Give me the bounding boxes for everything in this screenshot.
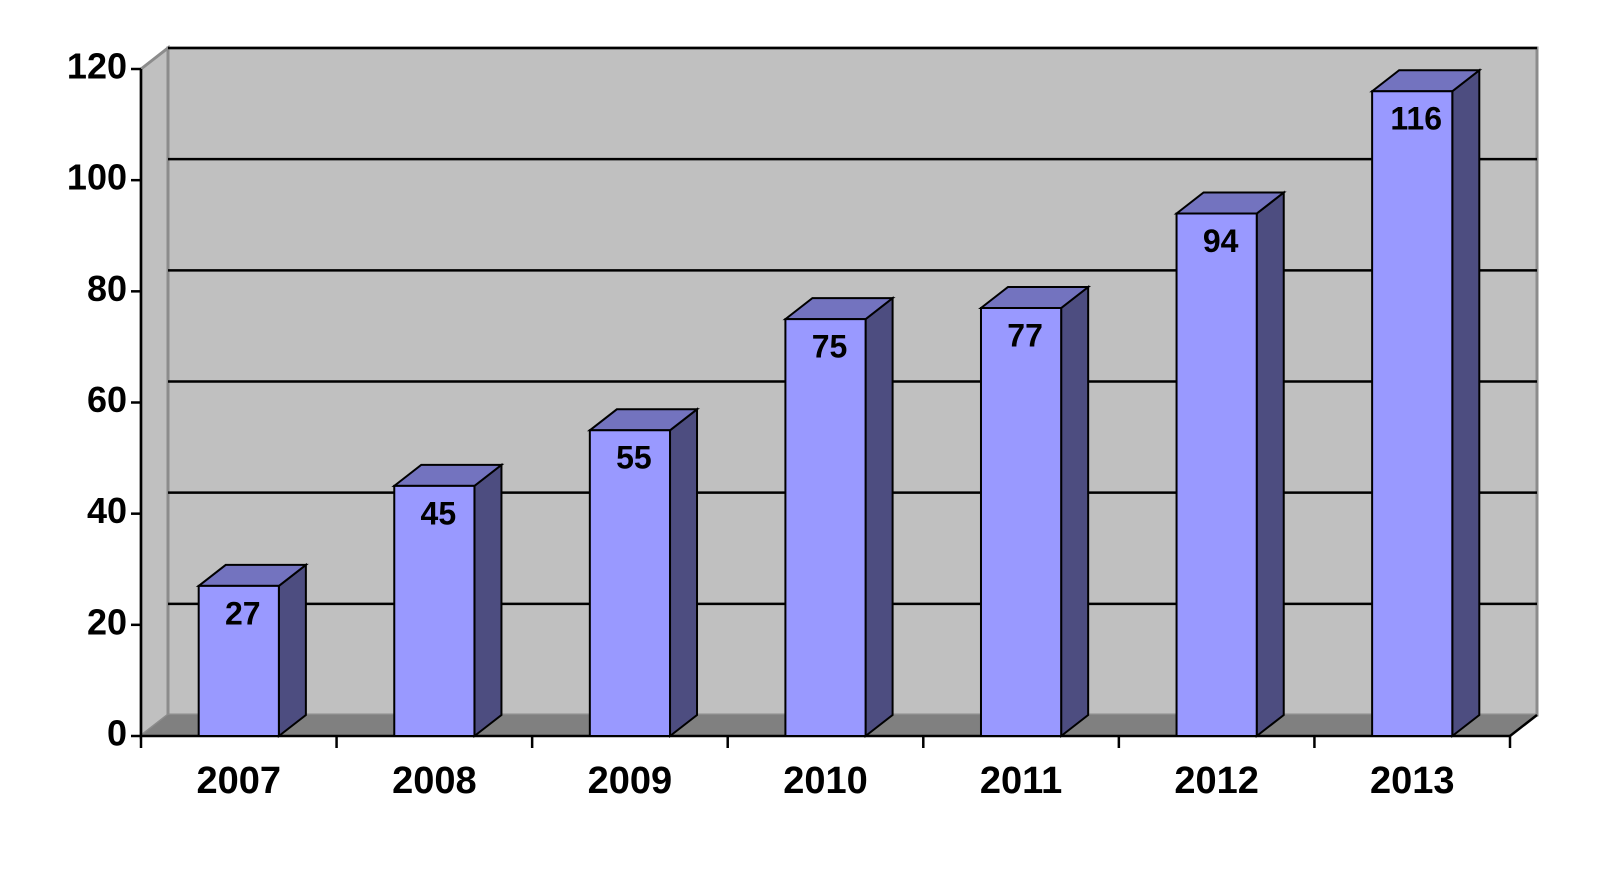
- bar: [586, 407, 700, 739]
- data-label: 55: [616, 440, 652, 476]
- y-tick-label: 100: [67, 157, 127, 198]
- bar-side: [277, 562, 307, 739]
- y-tick-label: 60: [87, 379, 127, 420]
- bar-side: [473, 462, 503, 739]
- x-tick-label: 2012: [1174, 760, 1259, 802]
- bar-front: [979, 307, 1063, 737]
- y-tick-label: 40: [87, 490, 127, 531]
- bar: [978, 284, 1092, 739]
- bar-front: [1175, 212, 1258, 737]
- x-axis-depth: [1509, 714, 1538, 737]
- bar-front: [784, 318, 867, 737]
- y-tick-label: 20: [87, 601, 127, 642]
- data-label: 77: [1007, 317, 1043, 353]
- y-tick-label: 120: [67, 46, 127, 87]
- bar-front: [393, 484, 476, 737]
- data-label: 116: [1390, 101, 1442, 137]
- side-wall: [139, 44, 170, 740]
- data-label: 45: [421, 495, 457, 531]
- y-tick-label: 80: [87, 268, 127, 309]
- data-label: 94: [1203, 223, 1239, 259]
- y-tick-label: 0: [107, 713, 127, 754]
- bar: [195, 562, 309, 739]
- bar-side: [1060, 284, 1090, 739]
- bar-side: [1255, 190, 1285, 739]
- data-label: 27: [225, 595, 261, 631]
- bar: [391, 462, 505, 739]
- bar: [782, 296, 896, 739]
- bar: [1369, 68, 1483, 739]
- bar-front: [588, 429, 672, 737]
- x-tick-label: 2008: [392, 760, 477, 802]
- bar-side: [864, 296, 894, 739]
- bar-side: [669, 407, 699, 739]
- x-tick-label: 2009: [588, 760, 673, 802]
- x-tick-label: 2011: [980, 760, 1062, 802]
- data-label: 75: [812, 329, 848, 365]
- bar: [1173, 190, 1287, 739]
- x-tick-label: 2007: [197, 760, 282, 802]
- bar-side: [1451, 68, 1481, 739]
- x-tick-label: 2010: [783, 760, 868, 802]
- bar-front: [1371, 90, 1454, 737]
- bar-front: [197, 584, 280, 737]
- x-tick-label: 2013: [1370, 760, 1455, 802]
